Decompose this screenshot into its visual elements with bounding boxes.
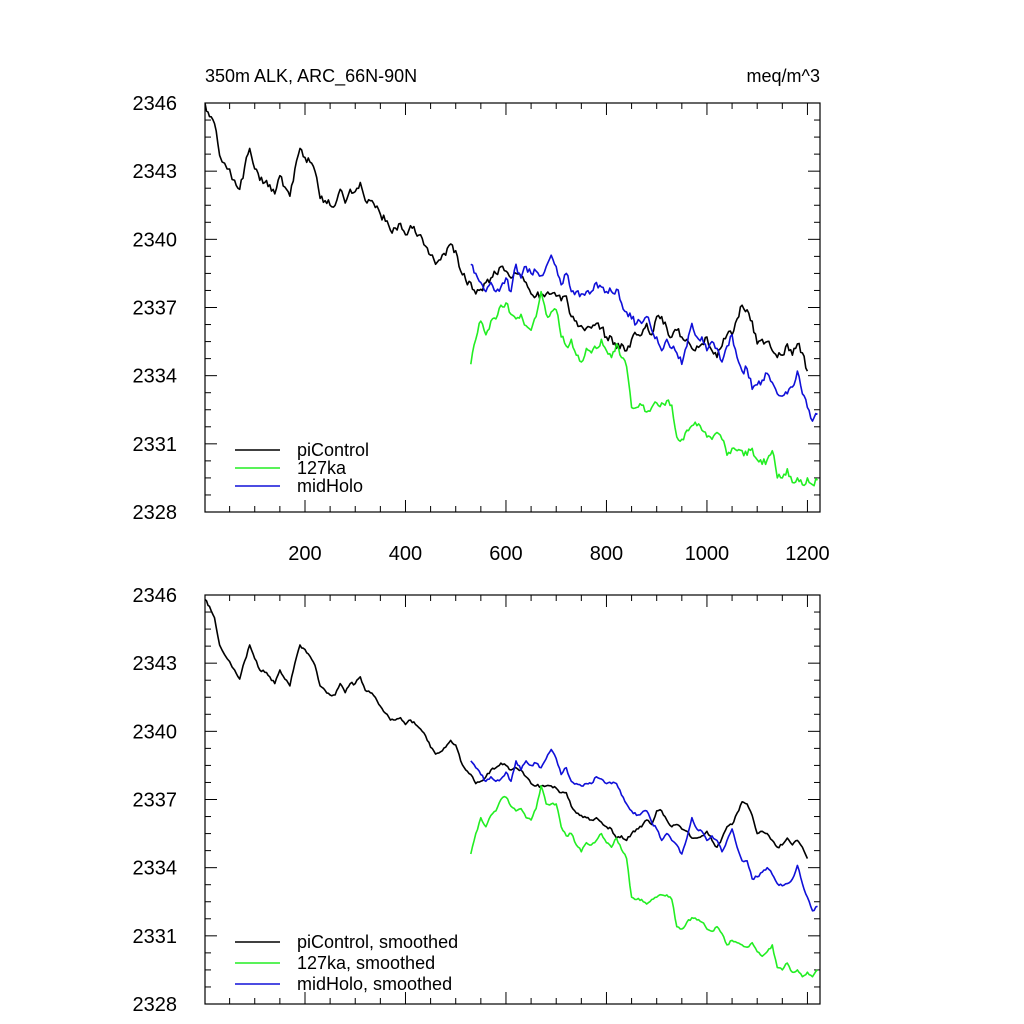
series-line-127ka bbox=[470, 785, 819, 978]
x-tick-label: 400 bbox=[389, 543, 422, 565]
legend-label: piControl bbox=[297, 440, 369, 460]
y-tick-label: 2343 bbox=[133, 161, 178, 183]
y-tick-label: 2346 bbox=[133, 585, 178, 607]
top-panel: 2328 2331 2334 2337 2340 2343 2346 200 400 600 800… bbox=[133, 93, 830, 565]
y-tick-label: 2337 bbox=[133, 790, 178, 812]
legend-label: midHolo bbox=[297, 476, 363, 496]
series-line-127ka bbox=[470, 290, 819, 487]
y-tick-label: 2331 bbox=[133, 926, 178, 948]
y-tick-label: 2334 bbox=[133, 858, 178, 880]
y-tick-label: 2337 bbox=[133, 298, 178, 320]
series-line-picontrol bbox=[205, 103, 809, 372]
y-tick-label: 2340 bbox=[133, 229, 178, 251]
x-tick-label: 1000 bbox=[685, 543, 730, 565]
series-line-picontrol bbox=[205, 598, 809, 859]
legend-label: piControl, smoothed bbox=[297, 932, 458, 952]
units-label: meq/m^3 bbox=[747, 66, 820, 86]
x-tick-label: 200 bbox=[288, 543, 321, 565]
legend-label: midHolo, smoothed bbox=[297, 974, 452, 994]
series-line-midholo bbox=[470, 254, 818, 422]
x-tick-label: 800 bbox=[590, 543, 623, 565]
y-tick-label: 2340 bbox=[133, 721, 178, 743]
y-tick-label: 2343 bbox=[133, 653, 178, 675]
chart-title: 350m ALK, ARC_66N-90N bbox=[205, 66, 417, 87]
bottom-panel: 2328 2331 2334 2337 2340 2343 2346 piControl, s… bbox=[133, 585, 821, 1016]
y-tick-label: 2331 bbox=[133, 434, 178, 456]
y-tick-label: 2328 bbox=[133, 502, 178, 524]
x-tick-label: 600 bbox=[489, 543, 522, 565]
x-tick-label: 1200 bbox=[785, 543, 830, 565]
series-line-midholo bbox=[470, 748, 818, 912]
legend-label: 127ka, smoothed bbox=[297, 953, 435, 973]
y-tick-label: 2346 bbox=[133, 93, 178, 115]
y-tick-label: 2328 bbox=[133, 994, 178, 1016]
y-tick-label: 2334 bbox=[133, 366, 178, 388]
legend-label: 127ka bbox=[297, 458, 347, 478]
